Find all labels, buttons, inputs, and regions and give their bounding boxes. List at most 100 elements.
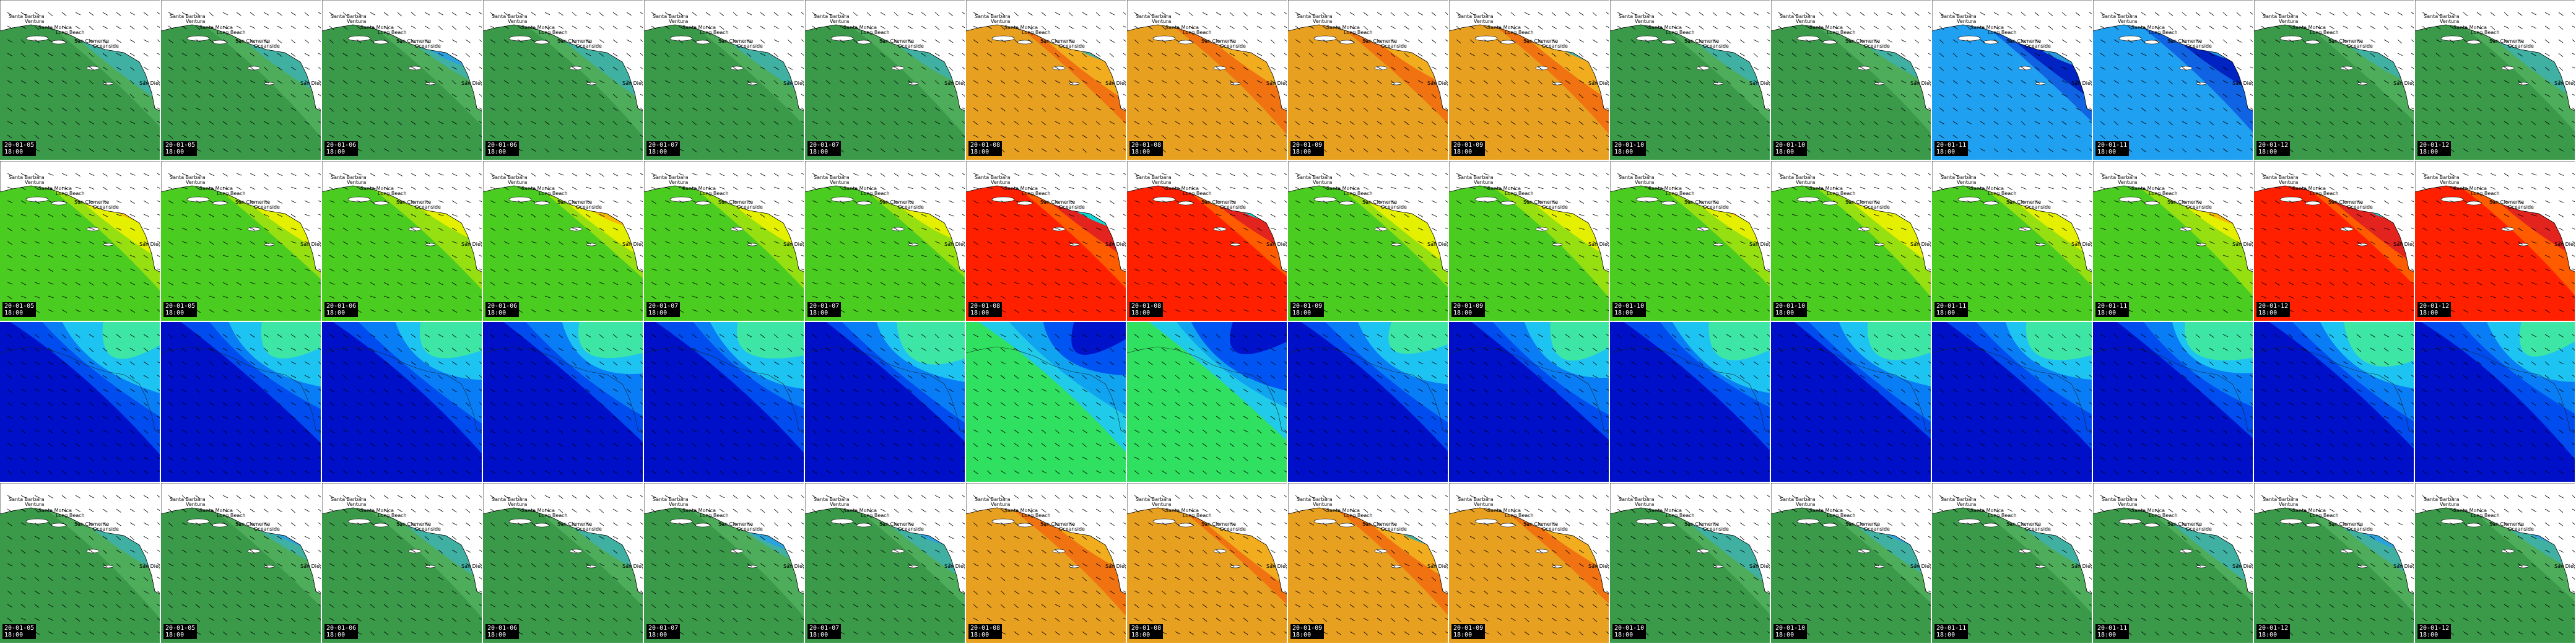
forecast-tile[interactable]: Santa Barbara Ventura Santa Monica Long Bea… bbox=[1610, 0, 1771, 161]
forecast-tile[interactable]: Santa Barbara Ventura Santa Monica Long Bea… bbox=[1127, 161, 1288, 322]
forecast-tile[interactable]: Santa Barbara Ventura Santa Monica Long Bea… bbox=[0, 0, 161, 161]
forecast-tile[interactable] bbox=[2415, 322, 2576, 483]
timestamp-time: 18:00 bbox=[648, 310, 668, 316]
forecast-tile[interactable] bbox=[644, 322, 805, 483]
forecast-tile[interactable]: Santa Barbara Ventura Santa Monica Long Bea… bbox=[644, 483, 805, 644]
place-label: San Clemente bbox=[2006, 521, 2042, 527]
forecast-tile[interactable]: Santa Barbara Ventura Santa Monica Long Bea… bbox=[161, 161, 322, 322]
place-label: Santa Monica bbox=[38, 25, 72, 30]
timestamp-date: 20-01-12 bbox=[2258, 142, 2289, 149]
forecast-tile[interactable]: Santa Barbara Ventura Santa Monica Long Bea… bbox=[2093, 0, 2254, 161]
forecast-tile[interactable] bbox=[0, 322, 161, 483]
forecast-tile[interactable]: Santa Barbara Ventura Santa Monica Long Bea… bbox=[161, 483, 322, 644]
place-label: San Clemente bbox=[2167, 521, 2203, 527]
forecast-tile[interactable]: Santa Barbara Ventura Santa Monica Long Bea… bbox=[2093, 483, 2254, 644]
timestamp-badge: 20-01-10 18:00 bbox=[1773, 624, 1808, 639]
forecast-tile[interactable] bbox=[1288, 322, 1449, 483]
forecast-tile[interactable]: Santa Barbara Ventura Santa Monica Long Bea… bbox=[0, 483, 161, 644]
forecast-tile[interactable]: Santa Barbara Ventura Santa Monica Long Bea… bbox=[1932, 483, 2093, 644]
forecast-tile[interactable]: Santa Barbara Ventura Santa Monica Long Bea… bbox=[2254, 161, 2415, 322]
forecast-tile[interactable] bbox=[1449, 322, 1610, 483]
forecast-tile[interactable]: Santa Barbara Ventura Santa Monica Long Bea… bbox=[2415, 161, 2576, 322]
place-label: Santa Monica bbox=[2131, 186, 2165, 191]
forecast-tile[interactable]: Santa Barbara Ventura Santa Monica Long Bea… bbox=[1288, 0, 1449, 161]
forecast-tile[interactable]: Santa Barbara Ventura Santa Monica Long Bea… bbox=[1127, 0, 1288, 161]
forecast-tile[interactable]: Santa Barbara Ventura Santa Monica Long Bea… bbox=[2415, 483, 2576, 644]
timestamp-date: 20-01-07 bbox=[809, 625, 840, 632]
forecast-tile[interactable]: Santa Barbara Ventura Santa Monica Long Bea… bbox=[644, 0, 805, 161]
forecast-tile[interactable]: Santa Barbara Ventura Santa Monica Long Bea… bbox=[0, 161, 161, 322]
forecast-tile[interactable]: Santa Barbara Ventura Santa Monica Long Bea… bbox=[1932, 0, 2093, 161]
forecast-tile[interactable] bbox=[2093, 322, 2254, 483]
timestamp-time: 18:00 bbox=[809, 310, 829, 316]
forecast-tile[interactable]: Santa Barbara Ventura Santa Monica Long Bea… bbox=[483, 161, 644, 322]
forecast-tile[interactable]: Santa Barbara Ventura Santa Monica Long Bea… bbox=[322, 0, 483, 161]
forecast-tile[interactable]: Santa Barbara Ventura Santa Monica Long Bea… bbox=[483, 0, 644, 161]
forecast-tile[interactable] bbox=[322, 322, 483, 483]
place-label: Oceanside bbox=[2025, 43, 2051, 49]
forecast-tile[interactable] bbox=[1610, 322, 1771, 483]
place-label: Santa Monica bbox=[1004, 186, 1038, 191]
timestamp-date: 20-01-12 bbox=[2419, 625, 2450, 632]
forecast-tile[interactable]: Santa Barbara Ventura Santa Monica Long Bea… bbox=[1771, 0, 1932, 161]
forecast-tile[interactable]: Santa Barbara Ventura Santa Monica Long Bea… bbox=[1288, 161, 1449, 322]
forecast-tile[interactable] bbox=[1771, 322, 1932, 483]
forecast-tile[interactable]: Santa Barbara Ventura Santa Monica Long Bea… bbox=[1449, 161, 1610, 322]
forecast-tile[interactable]: Santa Barbara Ventura Santa Monica Long Bea… bbox=[2254, 0, 2415, 161]
place-label: Ventura bbox=[1152, 19, 1172, 24]
place-label: Long Beach bbox=[1344, 30, 1373, 35]
forecast-tile[interactable] bbox=[1127, 322, 1288, 483]
forecast-tile[interactable]: Santa Barbara Ventura Santa Monica Long Bea… bbox=[1771, 161, 1932, 322]
place-label: San Diego bbox=[622, 80, 643, 86]
forecast-tile[interactable]: Santa Barbara Ventura Santa Monica Long Bea… bbox=[2093, 161, 2254, 322]
forecast-tile[interactable]: Santa Barbara Ventura Santa Monica Long Bea… bbox=[1932, 161, 2093, 322]
contour-map bbox=[1932, 0, 2092, 160]
forecast-tile[interactable] bbox=[805, 322, 966, 483]
timestamp-time: 18:00 bbox=[1292, 310, 1312, 316]
timestamp-time: 18:00 bbox=[1453, 310, 1473, 316]
forecast-tile[interactable]: Santa Barbara Ventura Santa Monica Long Bea… bbox=[1449, 483, 1610, 644]
forecast-tile[interactable]: Santa Barbara Ventura Santa Monica Long Bea… bbox=[1771, 483, 1932, 644]
forecast-tile[interactable]: Santa Barbara Ventura Santa Monica Long Bea… bbox=[966, 161, 1127, 322]
contour-map bbox=[644, 322, 804, 482]
forecast-tile[interactable] bbox=[966, 322, 1127, 483]
forecast-tile[interactable]: Santa Barbara Ventura Santa Monica Long Bea… bbox=[805, 161, 966, 322]
place-label: Long Beach bbox=[1666, 513, 1695, 518]
place-label: Long Beach bbox=[56, 513, 85, 518]
forecast-tile[interactable]: Santa Barbara Ventura Santa Monica Long Bea… bbox=[2415, 0, 2576, 161]
place-label: Santa Monica bbox=[1487, 25, 1521, 30]
place-label: Oceanside bbox=[576, 204, 602, 210]
forecast-tile[interactable]: Santa Barbara Ventura Santa Monica Long Bea… bbox=[1288, 483, 1449, 644]
place-label: Long Beach bbox=[1183, 30, 1212, 35]
forecast-tile[interactable]: Santa Barbara Ventura Santa Monica Long Bea… bbox=[483, 483, 644, 644]
forecast-tile[interactable]: Santa Barbara Ventura Santa Monica Long Bea… bbox=[161, 0, 322, 161]
forecast-tile[interactable]: Santa Barbara Ventura Santa Monica Long Bea… bbox=[322, 161, 483, 322]
contour-map bbox=[1288, 483, 1448, 643]
forecast-tile[interactable]: Santa Barbara Ventura Santa Monica Long Bea… bbox=[966, 483, 1127, 644]
forecast-tile[interactable]: Santa Barbara Ventura Santa Monica Long Bea… bbox=[1127, 483, 1288, 644]
contour-map bbox=[805, 322, 965, 482]
contour-map bbox=[1449, 0, 1609, 160]
forecast-tile[interactable] bbox=[483, 322, 644, 483]
forecast-tile[interactable]: Santa Barbara Ventura Santa Monica Long Bea… bbox=[966, 0, 1127, 161]
forecast-tile[interactable]: Santa Barbara Ventura Santa Monica Long Bea… bbox=[1610, 483, 1771, 644]
place-label: San Clemente bbox=[1845, 38, 1881, 44]
forecast-tile[interactable] bbox=[161, 322, 322, 483]
place-label: Santa Barbara bbox=[1941, 175, 1977, 180]
place-label: Ventura bbox=[1313, 180, 1333, 185]
forecast-tile[interactable]: Santa Barbara Ventura Santa Monica Long Bea… bbox=[1449, 0, 1610, 161]
forecast-tile[interactable]: Santa Barbara Ventura Santa Monica Long Bea… bbox=[644, 161, 805, 322]
forecast-tile[interactable] bbox=[2254, 322, 2415, 483]
forecast-tile[interactable]: Santa Barbara Ventura Santa Monica Long Bea… bbox=[805, 0, 966, 161]
place-label: Santa Monica bbox=[682, 186, 716, 191]
forecast-tile[interactable]: Santa Barbara Ventura Santa Monica Long Bea… bbox=[1610, 161, 1771, 322]
forecast-tile[interactable] bbox=[1932, 322, 2093, 483]
place-label: Santa Barbara bbox=[2102, 14, 2138, 19]
forecast-tile[interactable]: Santa Barbara Ventura Santa Monica Long Bea… bbox=[805, 483, 966, 644]
forecast-tile[interactable]: Santa Barbara Ventura Santa Monica Long Bea… bbox=[2254, 483, 2415, 644]
place-label: San Clemente bbox=[74, 521, 110, 527]
timestamp-time: 18:00 bbox=[2258, 632, 2278, 638]
timestamp-time: 18:00 bbox=[970, 149, 990, 155]
forecast-tile[interactable]: Santa Barbara Ventura Santa Monica Long Bea… bbox=[322, 483, 483, 644]
place-label: Santa Monica bbox=[1165, 25, 1199, 30]
